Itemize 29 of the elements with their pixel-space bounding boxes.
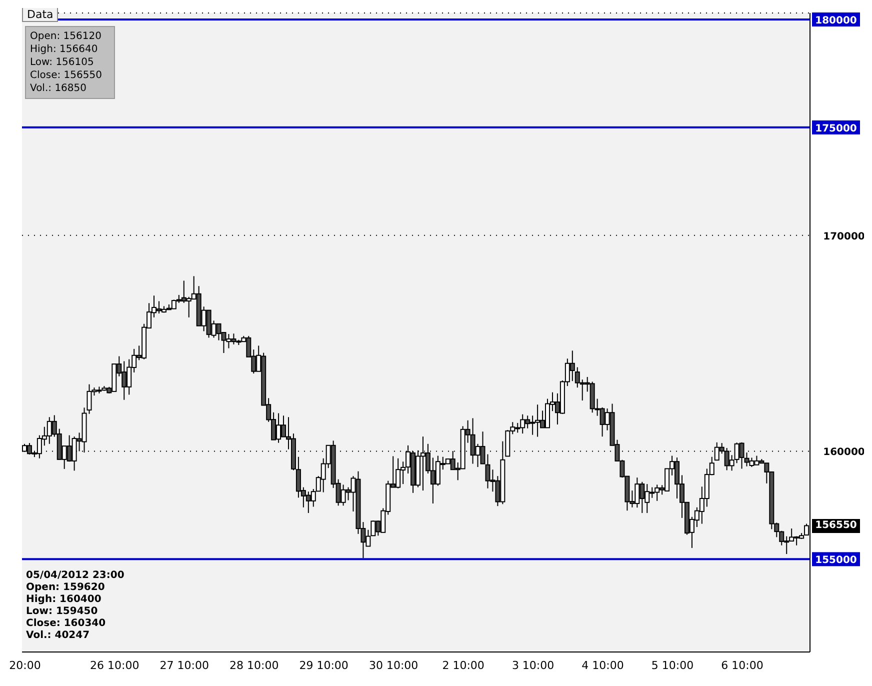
annotation: High: 160400 bbox=[26, 594, 102, 606]
annotation: Close: 160340 bbox=[26, 618, 107, 630]
annotation: Open: 159620 bbox=[26, 582, 106, 594]
ref-line-label: 155000 bbox=[815, 555, 857, 566]
annotation: Low: 159450 bbox=[26, 606, 99, 618]
x-tick-label: 26 10:00 bbox=[90, 659, 140, 672]
ref-line-label: 175000 bbox=[815, 123, 857, 134]
x-tick-label: 6 10:00 bbox=[721, 659, 764, 672]
annotation: Vol.: 16850 bbox=[30, 82, 88, 95]
x-tick-label: 5 10:00 bbox=[651, 659, 694, 672]
x-tick-label: 20:00 bbox=[9, 659, 41, 672]
y-tick-label: 160000 bbox=[823, 447, 865, 458]
annotation: Open: 156120 bbox=[30, 30, 102, 43]
annotation: High: 156640 bbox=[30, 43, 99, 56]
annotation: Low: 156105 bbox=[30, 56, 95, 69]
annotation: 05/04/2012 23:00 bbox=[26, 570, 124, 582]
annotation: Vol.: 40247 bbox=[26, 630, 91, 642]
chart-title: Data bbox=[22, 8, 58, 22]
x-tick-label: 30 10:00 bbox=[368, 659, 418, 672]
y-tick-label: 170000 bbox=[823, 231, 865, 242]
x-tick-label: 4 10:00 bbox=[582, 659, 624, 672]
annotation: Close: 156550 bbox=[30, 69, 103, 82]
x-tick-label: 3 10:00 bbox=[512, 659, 554, 672]
x-tick-label: 28 10:00 bbox=[230, 659, 279, 672]
x-tick-label: 29 10:00 bbox=[299, 659, 348, 672]
text: 156550 bbox=[812, 518, 860, 533]
x-tick-label: 27 10:00 bbox=[160, 659, 209, 672]
ref-line-label: 180000 bbox=[815, 15, 857, 26]
x-tick-label: 2 10:00 bbox=[442, 659, 484, 672]
